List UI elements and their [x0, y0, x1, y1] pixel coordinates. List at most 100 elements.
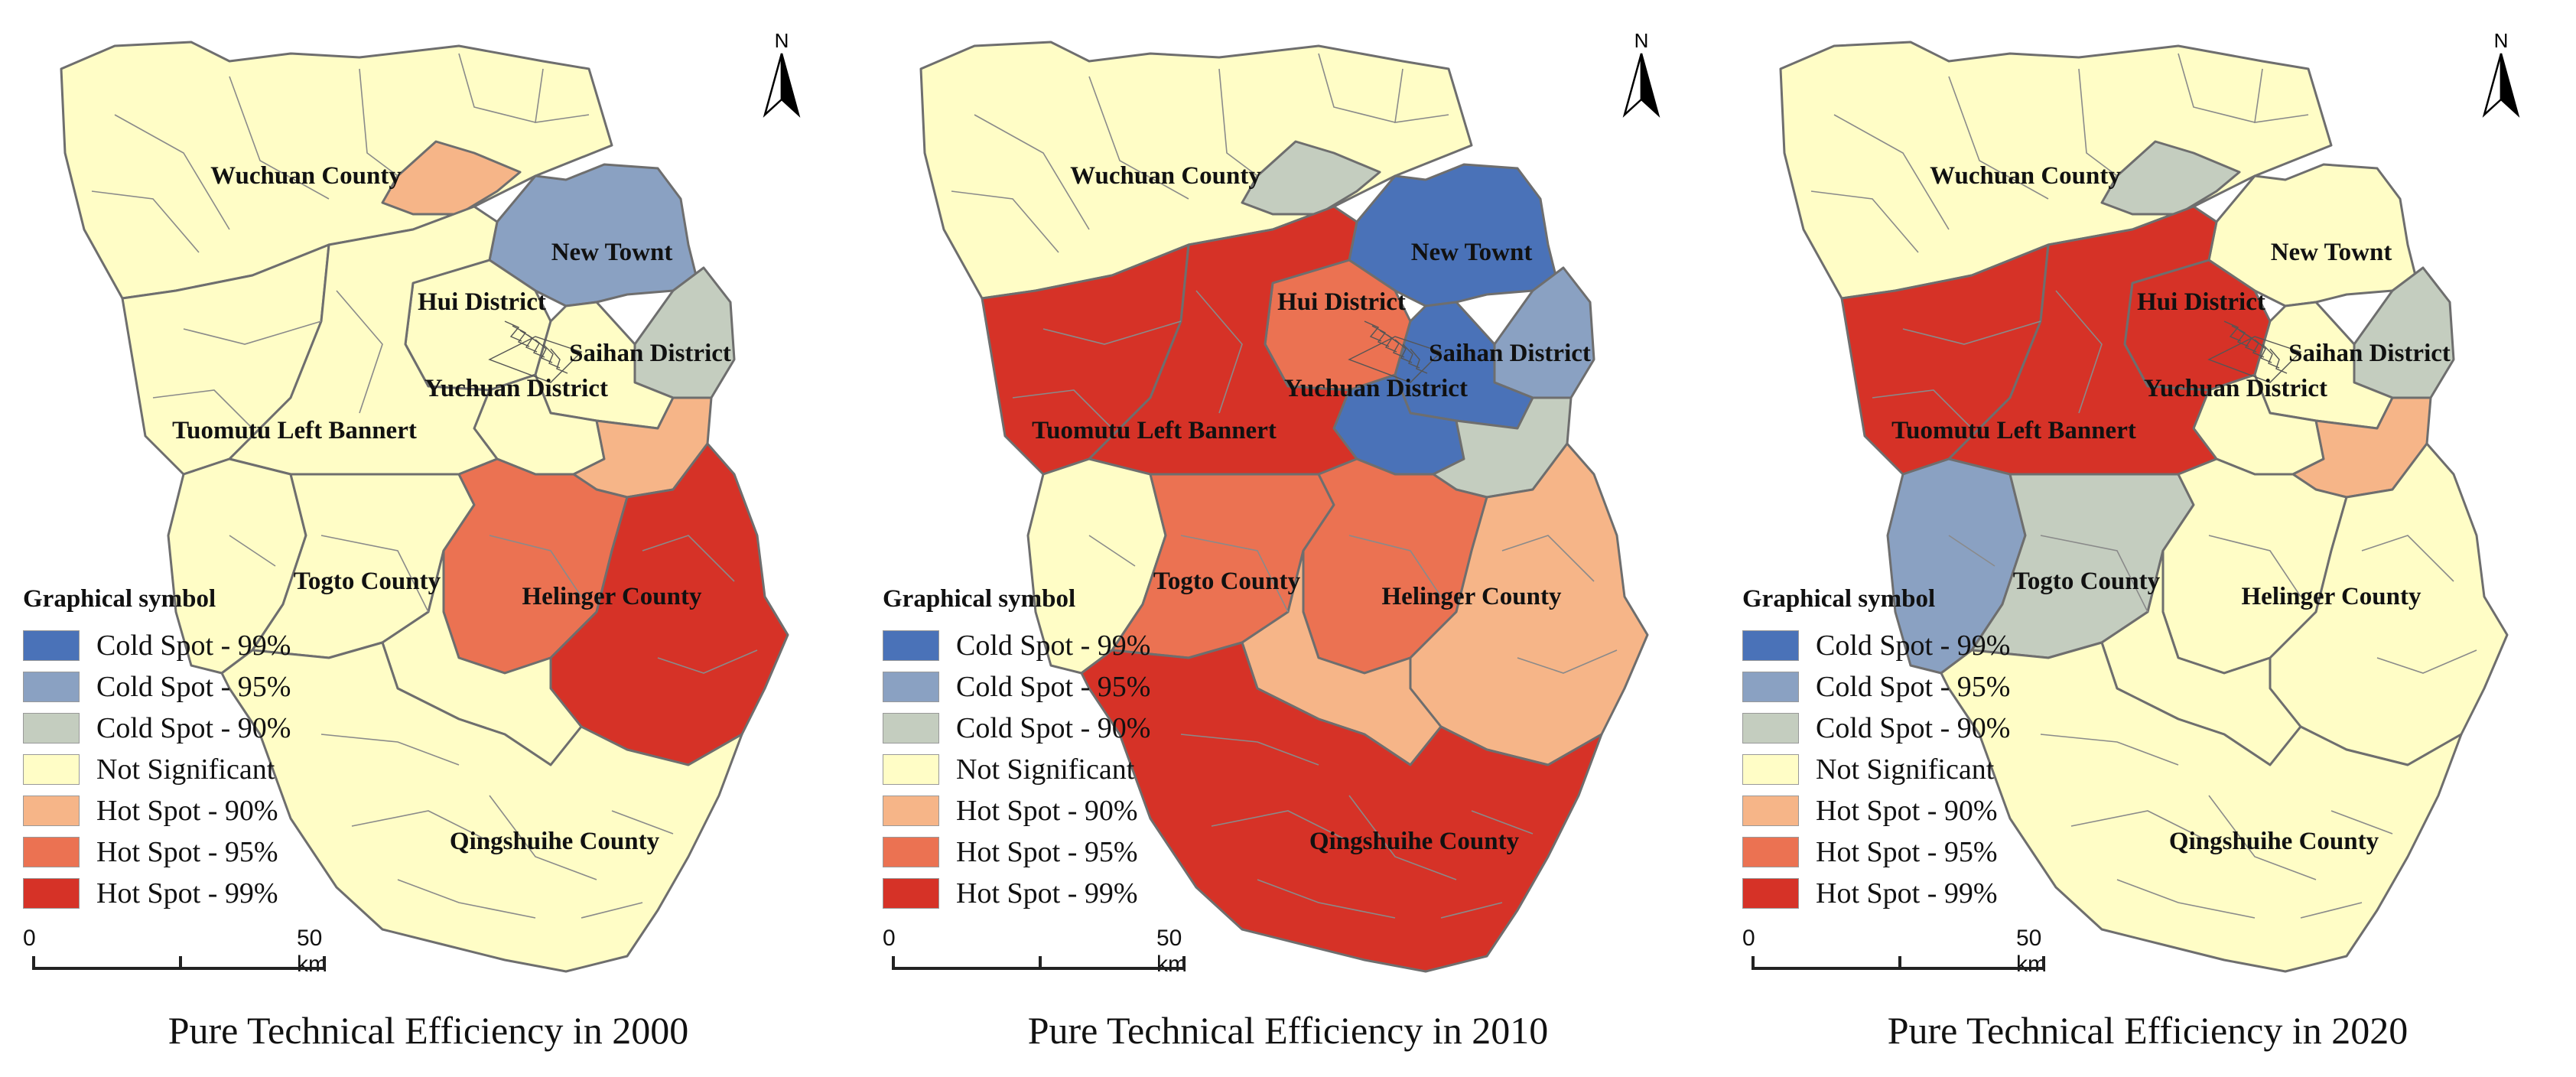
scale-end-label: 50 km — [2016, 926, 2047, 977]
street-line — [1402, 343, 1420, 369]
township-boundary — [1948, 535, 1995, 567]
street-line — [1364, 320, 1382, 342]
scale-start-label: 0 — [1742, 926, 1755, 951]
legend-swatch — [1742, 796, 1799, 826]
county-label-saihan: Saihan District — [1429, 340, 1591, 367]
legend-item: Cold Spot - 95% — [23, 666, 344, 708]
township-boundary — [1195, 290, 1243, 414]
county-label-qingshuihe: Qingshuihe County — [450, 828, 660, 855]
township-boundary — [336, 290, 383, 414]
legend-rows: Cold Spot - 99% Cold Spot - 95% Cold Spot … — [1742, 625, 2064, 914]
street-line — [527, 334, 545, 358]
township-boundary — [581, 902, 643, 919]
legend-swatch — [23, 713, 80, 743]
township-boundary — [1211, 810, 1350, 842]
street-line — [2262, 343, 2280, 369]
legend-item: Hot Spot - 90% — [1742, 790, 2064, 831]
legend-label: Cold Spot - 90% — [96, 712, 291, 744]
street-line — [504, 320, 522, 342]
township-boundary — [320, 734, 460, 766]
street-line — [2254, 339, 2272, 363]
township-boundary — [1180, 734, 1319, 766]
street-line — [512, 325, 530, 347]
scale-bar: 0 50 km — [23, 926, 344, 987]
street-line — [1348, 336, 1442, 383]
scale-tick — [1751, 956, 1755, 968]
street-line — [2223, 320, 2242, 342]
legend-swatch — [883, 630, 939, 661]
legend-item: Hot Spot - 90% — [883, 790, 1204, 831]
legend-label: Hot Spot - 95% — [956, 836, 1138, 868]
legend-label: Not Significant — [96, 753, 275, 786]
county-label-yuchuan: Yuchuan District — [1284, 375, 1468, 402]
legend-label: Hot Spot - 90% — [1816, 795, 1998, 827]
township-boundary — [2040, 535, 2148, 613]
legend-swatch — [883, 796, 939, 826]
north-arrow-half — [1640, 53, 1660, 118]
township-boundary — [1042, 320, 1182, 345]
county-label-togto: Togto County — [1153, 568, 1301, 595]
legend-item: Hot Spot - 99% — [23, 873, 344, 914]
legend-swatch — [1742, 754, 1799, 785]
legend-swatch — [1742, 672, 1799, 702]
county-label-hui: Hui District — [418, 288, 546, 316]
legend-swatch — [883, 713, 939, 743]
legend-item: Not Significant — [23, 749, 344, 790]
panel-title: Pure Technical Efficiency in 2010 — [1027, 1009, 1549, 1052]
township-boundary — [2116, 879, 2256, 919]
region-wuchuan_inner — [1241, 140, 1381, 216]
township-boundary — [1218, 68, 1258, 177]
legend-label: Cold Spot - 90% — [956, 712, 1151, 744]
legend-label: Not Significant — [1816, 753, 1995, 786]
scale-start-label: 0 — [23, 926, 36, 951]
legend-item: Hot Spot - 90% — [23, 790, 344, 831]
township-boundary — [1394, 68, 1449, 123]
township-boundary — [974, 114, 1090, 230]
legend: Graphical symbol Cold Spot - 99% Cold Spo… — [1742, 585, 2064, 914]
county-label-tuomutu: Tuomutu Left Bannert — [1891, 417, 2136, 444]
street-line — [2246, 334, 2265, 358]
street-line — [519, 330, 538, 353]
legend-item: Cold Spot - 90% — [23, 708, 344, 749]
street-line — [1371, 325, 1390, 347]
street-line — [1394, 339, 1413, 363]
legend: Graphical symbol Cold Spot - 99% Cold Spo… — [883, 585, 1204, 914]
legend-rows: Cold Spot - 99% Cold Spot - 95% Cold Spot … — [23, 625, 344, 914]
township-boundary — [1348, 795, 1457, 880]
legend-label: Cold Spot - 95% — [956, 671, 1151, 703]
map-panel-2020: Wuchuan County New Townt Hui District Saiha… — [1719, 0, 2576, 1077]
county-label-tuomutu: Tuomutu Left Bannert — [172, 417, 417, 444]
legend-label: Not Significant — [956, 753, 1135, 786]
county-label-wuchuan: Wuchuan County — [1070, 162, 1261, 190]
legend-label: Hot Spot - 99% — [96, 877, 278, 909]
legend-swatch — [23, 837, 80, 867]
county-label-wuchuan: Wuchuan County — [210, 162, 402, 190]
township-boundary — [489, 535, 582, 597]
map-panel-2000: Wuchuan County New Townt Hui District Saiha… — [0, 0, 857, 1077]
legend-item: Cold Spot - 99% — [1742, 625, 2064, 666]
urban-area — [2207, 320, 2302, 383]
region-qingshuihe — [220, 641, 743, 973]
scale-tick — [892, 956, 895, 968]
township-boundary — [1517, 649, 1618, 674]
county-label-wuchuan: Wuchuan County — [1930, 162, 2121, 190]
township-boundary — [2208, 535, 2301, 597]
county-label-saihan: Saihan District — [569, 340, 731, 367]
legend-item: Not Significant — [883, 749, 1204, 790]
township-boundary — [2208, 795, 2317, 880]
panel-title: Pure Technical Efficiency in 2000 — [168, 1009, 689, 1052]
township-boundary — [2376, 649, 2477, 674]
legend-title: Graphical symbol — [883, 585, 1076, 613]
legend-label: Cold Spot - 99% — [956, 630, 1151, 662]
legend-item: Hot Spot - 99% — [1742, 873, 2064, 914]
legend-item: Hot Spot - 95% — [23, 831, 344, 873]
county-label-qingshuihe: Qingshuihe County — [1309, 828, 1520, 855]
legend-item: Cold Spot - 99% — [23, 625, 344, 666]
township-boundary — [1902, 320, 2041, 345]
county-label-hui: Hui District — [1277, 288, 1406, 316]
north-arrow-half — [2500, 53, 2520, 118]
legend-rows: Cold Spot - 99% Cold Spot - 95% Cold Spot … — [883, 625, 1204, 914]
township-boundary — [1180, 535, 1289, 613]
township-boundary — [1012, 389, 1113, 429]
legend-label: Cold Spot - 99% — [1816, 630, 2011, 662]
